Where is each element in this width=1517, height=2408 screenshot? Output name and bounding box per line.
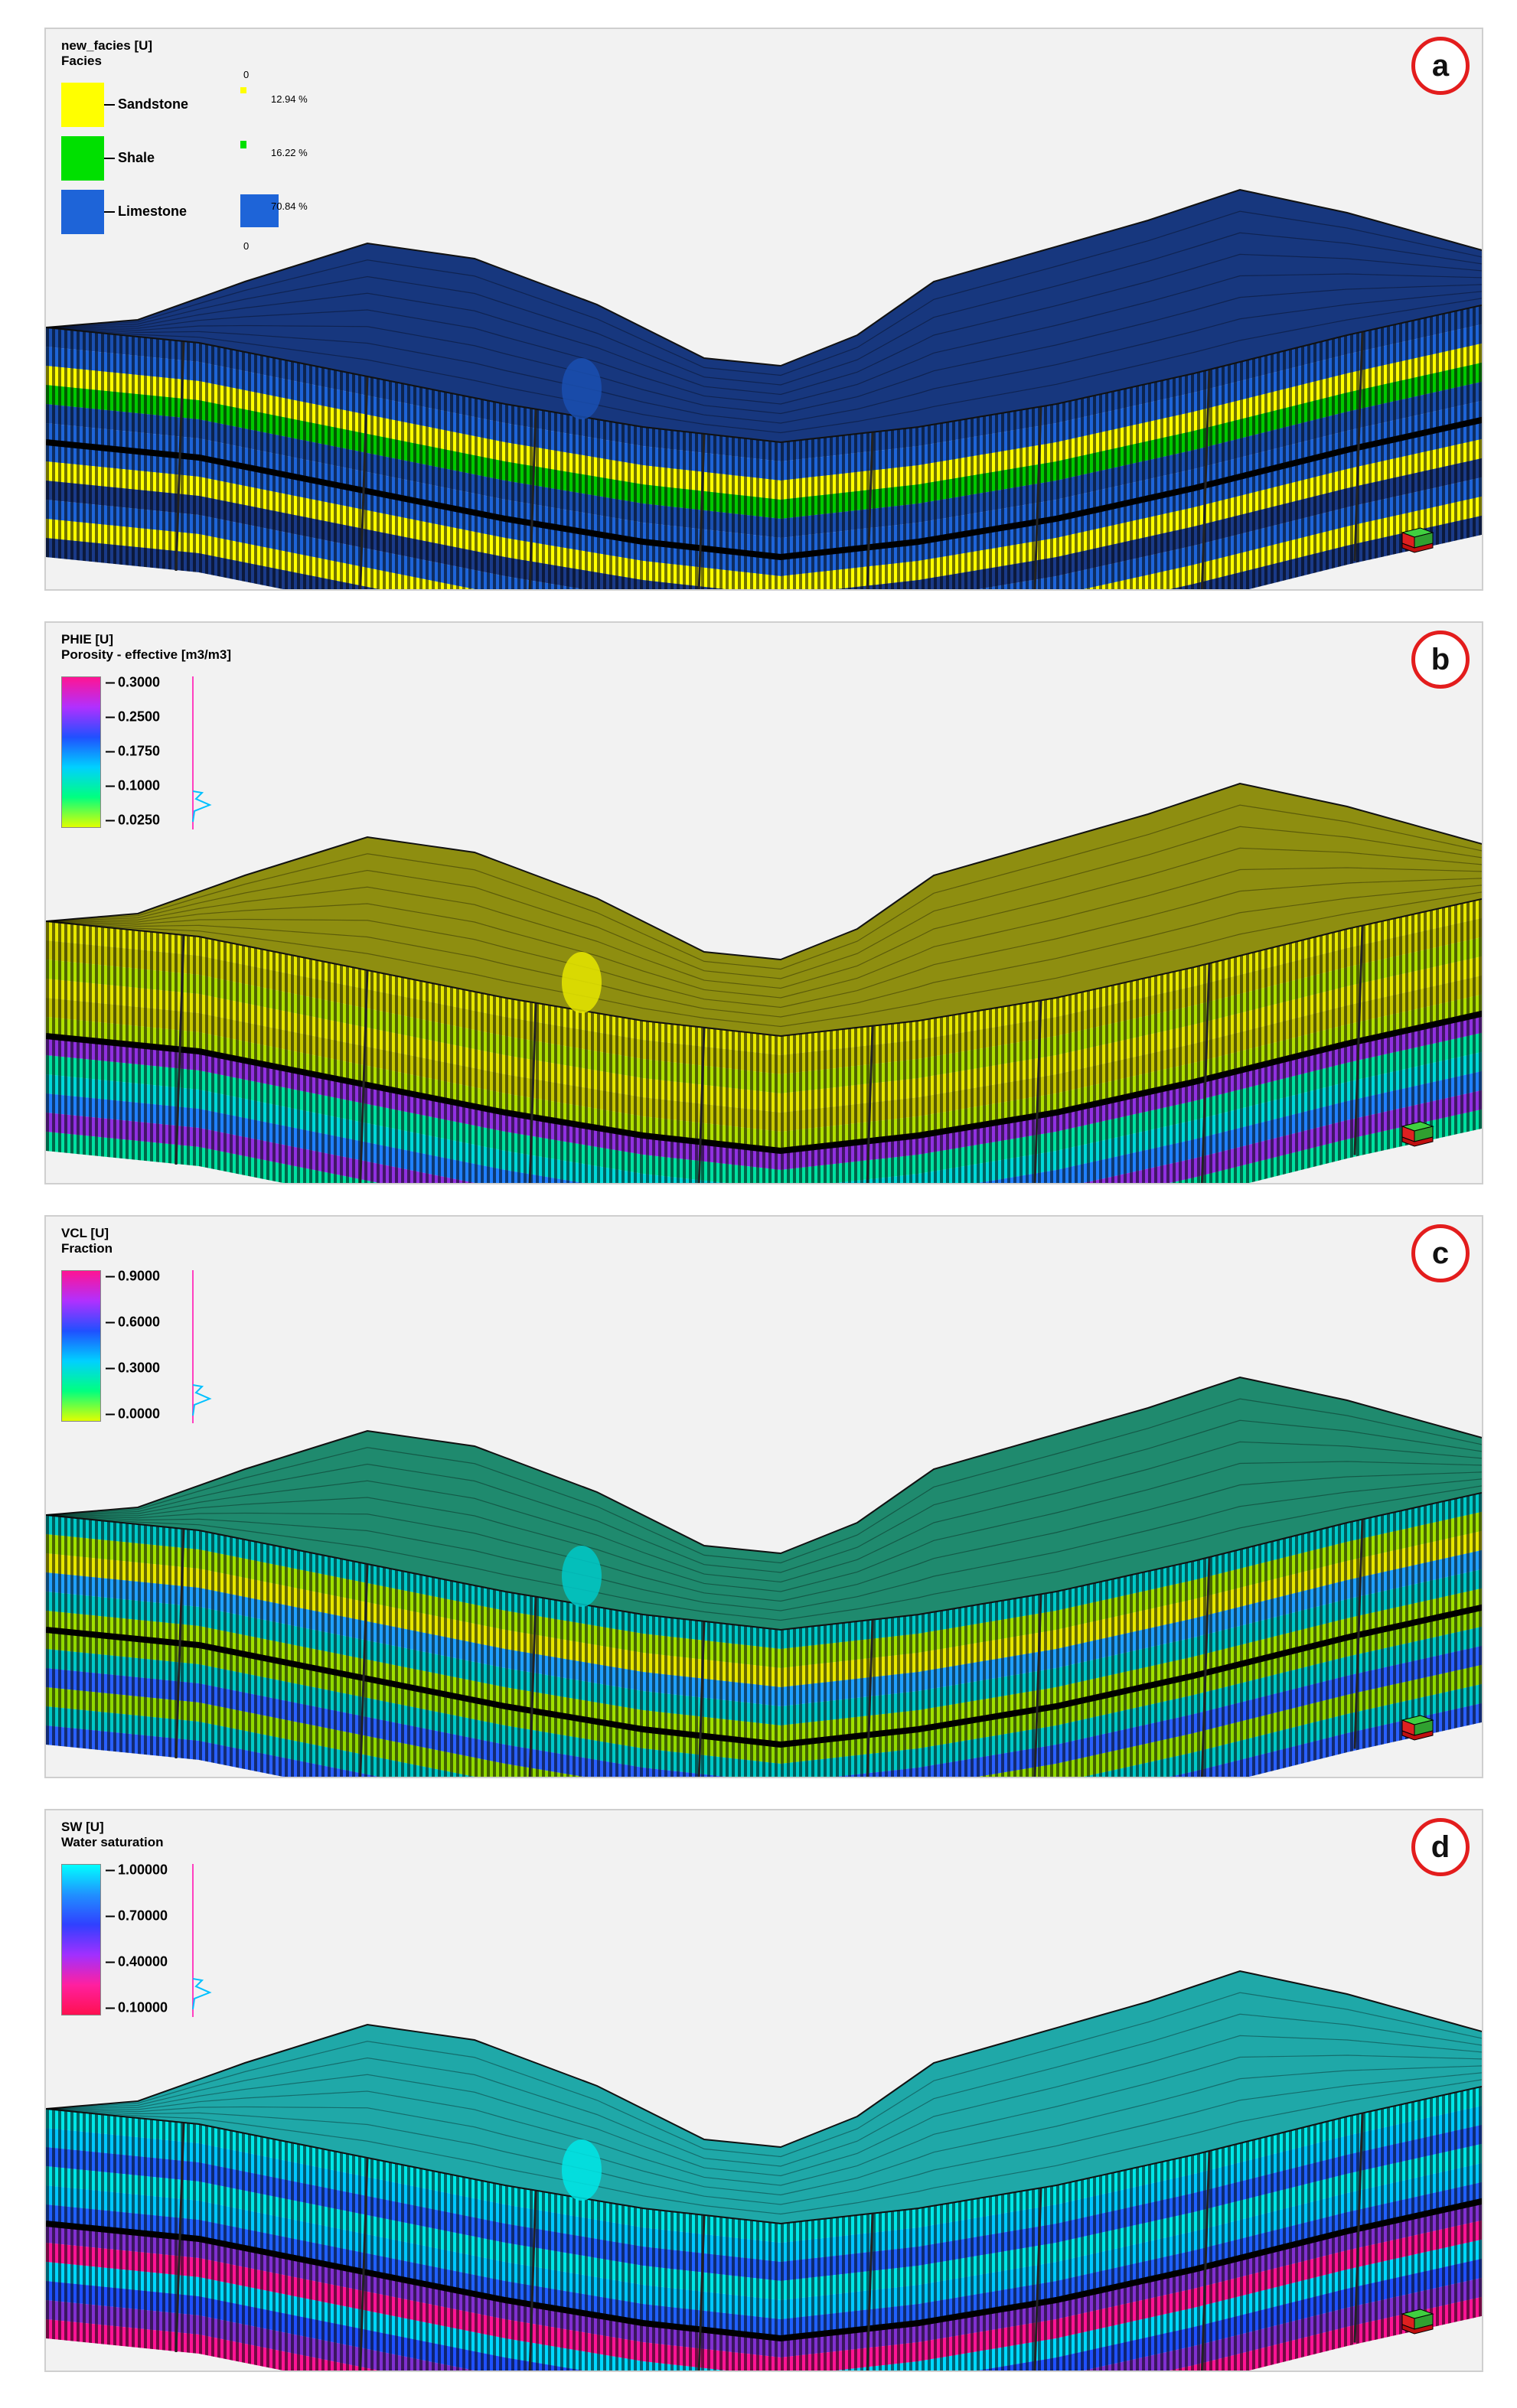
orientation-cube-icon[interactable] — [1399, 525, 1436, 556]
colorbar-tick: 0.70000 — [106, 1908, 168, 1924]
panel-title: PHIE [U] Porosity - effective [m3/m3] — [61, 632, 231, 663]
facies-swatch-sandstone — [61, 83, 104, 127]
property-subtitle: Fraction — [61, 1241, 113, 1256]
panel-title: SW [U] Water saturation — [61, 1820, 164, 1850]
property-subtitle: Facies — [61, 54, 102, 68]
property-subtitle: Water saturation — [61, 1835, 164, 1849]
color-legend: 0.3000 0.2500 0.1750 0.1000 0.0250 — [61, 675, 291, 829]
colorbar — [61, 1270, 101, 1422]
panel-title: VCL [U] Fraction — [61, 1226, 113, 1256]
property-subtitle: Porosity - effective [m3/m3] — [61, 647, 232, 662]
colorbar-tick: 0.6000 — [106, 1315, 160, 1331]
facies-proportion-bar — [240, 141, 246, 148]
property-name: new_facies [U] — [61, 38, 153, 53]
panel-label: d — [1411, 1818, 1470, 1876]
colorbar-tick: 0.9000 — [106, 1269, 160, 1285]
panel-c: VCL [U] Fraction c 0.9000 0.6000 0.3000 0.0000 — [44, 1215, 1483, 1778]
colorbar-tick: 0.0250 — [106, 813, 160, 829]
facies-percent: 70.84 % — [271, 200, 308, 212]
model-walls — [46, 2086, 1482, 2371]
property-name: PHIE [U] — [61, 632, 113, 647]
color-legend: 0.9000 0.6000 0.3000 0.0000 — [61, 1269, 291, 1423]
model-top-surface — [46, 1970, 1482, 2225]
panel-label: a — [1411, 37, 1470, 95]
property-name: VCL [U] — [61, 1226, 109, 1240]
reservoir-model-view[interactable] — [46, 1810, 1483, 2372]
colorbar — [61, 1864, 101, 2015]
reservoir-model-view[interactable] — [46, 1217, 1483, 1778]
facies-percent: 12.94 % — [271, 93, 308, 105]
facies-percent: 16.22 % — [271, 147, 308, 158]
colorbar-tick: 0.3000 — [106, 675, 160, 691]
facies-swatch-shale — [61, 136, 104, 181]
facies-label: Shale — [118, 150, 155, 165]
orientation-cube-icon[interactable] — [1399, 1119, 1436, 1149]
panel-title: new_facies [U] Facies — [61, 38, 152, 69]
reservoir-model-view[interactable] — [46, 623, 1483, 1184]
orientation-cube-icon[interactable] — [1399, 1712, 1436, 1743]
model-walls — [46, 1492, 1482, 1777]
panel-b: PHIE [U] Porosity - effective [m3/m3] b 0.3… — [44, 621, 1483, 1184]
histogram — [192, 676, 212, 829]
model-walls — [46, 305, 1482, 589]
panel-label: c — [1411, 1224, 1470, 1282]
colorbar — [61, 676, 101, 828]
colorbar-tick: 0.40000 — [106, 1954, 168, 1970]
model-top-surface — [46, 188, 1482, 444]
facies-proportion-bar — [240, 194, 279, 227]
colorbar-tick: 0.1750 — [106, 744, 160, 760]
colorbar-tick: 1.00000 — [106, 1862, 168, 1879]
model-walls — [46, 898, 1482, 1183]
colorbar-tick: 0.3000 — [106, 1360, 160, 1377]
model-top-surface — [46, 782, 1482, 1038]
model-top-surface — [46, 1376, 1482, 1631]
color-legend: Sandstone 12.94 % Shale 16.22 % Limestone 70.… — [61, 69, 337, 252]
property-name: SW [U] — [61, 1820, 104, 1834]
facies-proportion-bar — [240, 87, 246, 93]
colorbar-tick: 0.2500 — [106, 709, 160, 725]
colorbar-tick: 0.1000 — [106, 778, 160, 794]
histogram — [192, 1864, 212, 2017]
panel-label: b — [1411, 631, 1470, 689]
percent-axis-top: 0 — [243, 69, 250, 80]
orientation-cube-icon[interactable] — [1399, 2306, 1436, 2337]
colorbar-tick: 0.0000 — [106, 1406, 160, 1422]
facies-label: Sandstone — [118, 96, 189, 112]
facies-swatch-limestone — [61, 190, 104, 234]
percent-axis-bottom: 0 — [243, 240, 250, 252]
facies-label: Limestone — [118, 204, 188, 219]
panel-d: SW [U] Water saturation d 1.00000 0.70000 0.4… — [44, 1809, 1483, 2372]
panel-a: new_facies [U] Facies a Sandstone 12.94 % Sha… — [44, 28, 1483, 591]
histogram — [192, 1270, 212, 1423]
reservoir-model-view[interactable] — [46, 29, 1483, 591]
colorbar-tick: 0.10000 — [106, 2000, 168, 2016]
color-legend: 1.00000 0.70000 0.40000 0.10000 — [61, 1862, 291, 2017]
